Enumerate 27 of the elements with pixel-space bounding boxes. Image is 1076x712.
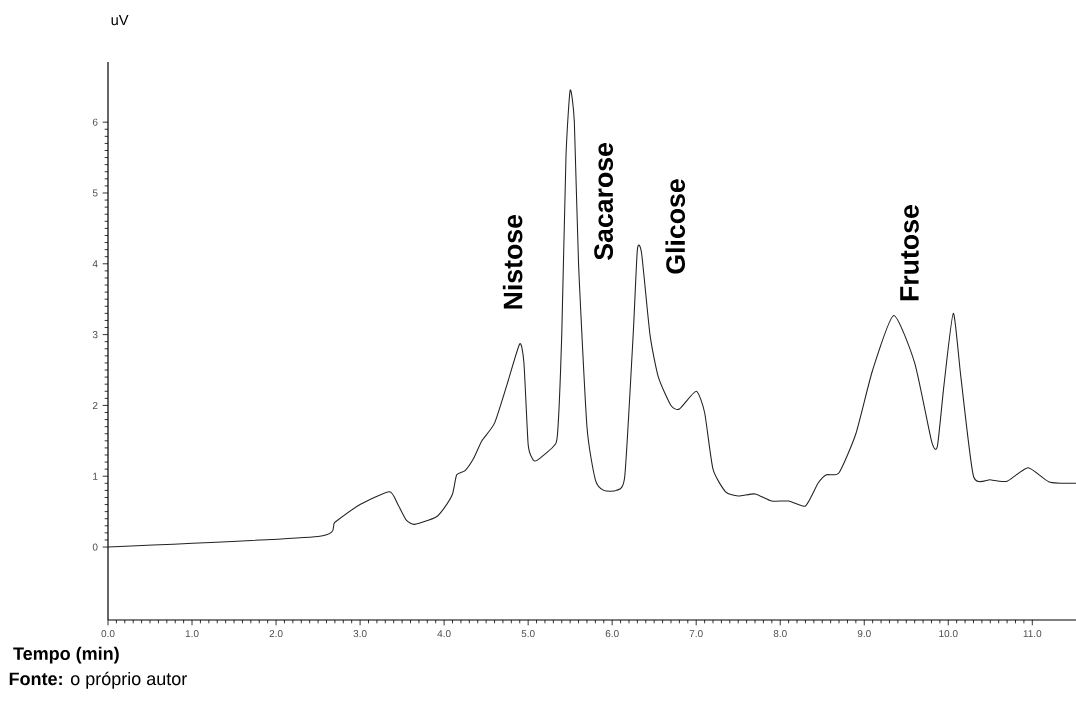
text: Fonte: o próprio autor <box>9 671 187 689</box>
x-tick-label: 3.0 <box>353 630 367 638</box>
x-tick-label: 7.0 <box>689 630 703 638</box>
x-tick-label: 1.0 <box>185 630 199 638</box>
x-tick-label: 5.0 <box>521 630 535 638</box>
y-tick-label: 4 <box>92 260 98 268</box>
annotation: Glicose <box>665 179 686 274</box>
y-tick-label: 3 <box>92 331 98 339</box>
x-axis-title: Tempo (min) <box>13 646 119 664</box>
y-tick-label: 2 <box>92 401 98 409</box>
y-tick-label: 5 <box>92 189 98 197</box>
x-tick-label: 6.0 <box>605 630 619 638</box>
x-tick-label: 2.0 <box>269 630 283 638</box>
y-axis-title: uV <box>111 15 129 26</box>
x-tick-label: 0.0 <box>101 630 115 638</box>
annotation: Sacarose <box>594 143 614 260</box>
annotation: Frutose <box>900 205 919 301</box>
y-tick-label: 0 <box>92 543 98 551</box>
x-tick-label: 9.0 <box>857 630 871 638</box>
x-tick-label: 10.0 <box>939 630 958 638</box>
x-tick-label: 4.0 <box>437 630 451 638</box>
x-tick-label: 11.0 <box>1023 630 1042 638</box>
x-tick-label: 8.0 <box>773 630 787 638</box>
y-tick-label: 6 <box>92 118 98 126</box>
line-series <box>107 89 1076 548</box>
annotation: Nistose <box>502 214 523 309</box>
y-tick-label: 1 <box>93 472 98 480</box>
